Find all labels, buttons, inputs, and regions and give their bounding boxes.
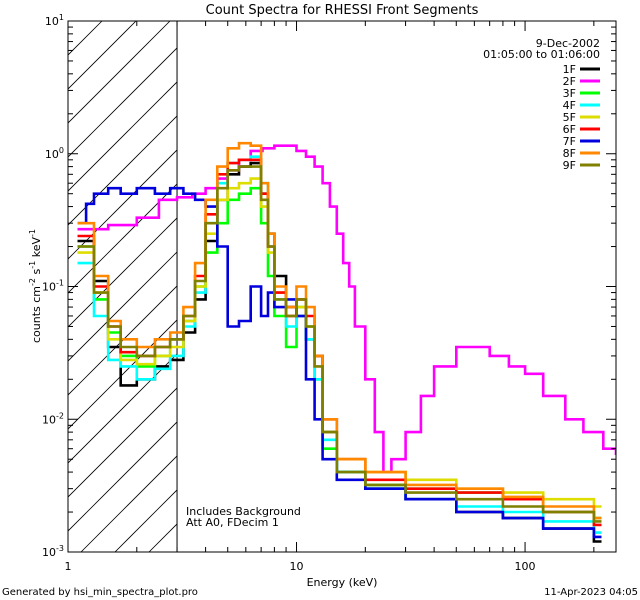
- annotation-background: Includes Background: [186, 505, 301, 518]
- time-range-label: 01:05:00 to 01:06:00: [483, 48, 600, 61]
- legend-label: 4F: [563, 99, 576, 112]
- legend-label: 6F: [563, 123, 576, 136]
- x-tick-label: 10: [290, 560, 304, 573]
- y-tick-label: 10-2: [42, 411, 64, 426]
- legend-label: 9F: [563, 159, 576, 172]
- legend-label: 2F: [563, 75, 576, 88]
- y-tick-label: 10-1: [42, 279, 64, 294]
- hatch-line: [68, 285, 178, 396]
- series-8f: [77, 141, 602, 520]
- x-tick-label: 100: [515, 560, 536, 573]
- legend-label: 1F: [563, 63, 576, 76]
- legend-label: 7F: [563, 135, 576, 148]
- footer-generated-by: Generated by hsi_min_spectra_plot.pro: [2, 587, 198, 598]
- axis-ticks: [67, 21, 616, 553]
- hatch-line: [68, 387, 178, 498]
- legend-label: 3F: [563, 87, 576, 100]
- series-2f: [77, 144, 616, 474]
- hatch-line: [68, 251, 178, 362]
- date-label: 9-Dec-2002: [536, 37, 600, 50]
- hatch-line: [68, 421, 178, 532]
- hatch-line: [68, 81, 178, 192]
- x-tick-labels: 1 10 100: [65, 560, 536, 573]
- y-axis-label: counts cm-2 s-1 keV-1: [28, 229, 43, 343]
- y-tick-label: 101: [45, 13, 64, 28]
- y-tick-labels: 101 100 10-1 10-2 10-3: [42, 13, 64, 559]
- annotation-attenuator: Att A0, FDecim 1: [186, 516, 279, 529]
- y-tick-label: 100: [45, 146, 64, 161]
- legend-label: 8F: [563, 147, 576, 160]
- hatch-line: [68, 21, 171, 124]
- footer-timestamp: 11-Apr-2023 04:05: [544, 587, 638, 598]
- chart-title: Count Spectra for RHESSI Front Segments: [206, 3, 479, 18]
- series-group: [77, 141, 616, 543]
- x-tick-label: 1: [65, 560, 72, 573]
- legend-label: 5F: [563, 111, 576, 124]
- hatch-line: [68, 47, 178, 158]
- hatch-line: [80, 455, 178, 552]
- series-9f: [77, 165, 602, 523]
- x-axis-label: Energy (keV): [307, 576, 378, 589]
- y-tick-label: 10-3: [42, 544, 64, 559]
